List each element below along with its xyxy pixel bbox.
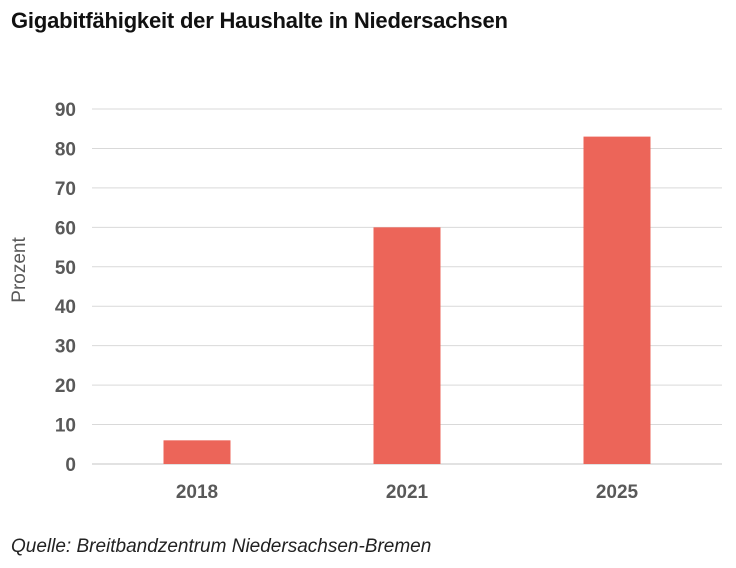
y-axis-label: Prozent [9,237,30,303]
y-tick-label: 0 [65,455,76,476]
y-tick-label: 40 [55,297,76,318]
y-tick-label: 30 [55,337,76,358]
y-tick-label: 70 [55,179,76,200]
x-tick-label: 2021 [386,482,429,503]
y-tick-label: 10 [55,416,76,437]
y-tick-label: 90 [55,100,76,121]
x-axis-ticks: 2018 2021 2025 [176,482,639,503]
source-note: Quelle: Breitbandzentrum Niedersachsen-B… [11,536,432,557]
x-tick-label: 2018 [176,482,218,503]
y-tick-label: 20 [55,376,76,397]
y-tick-label: 50 [55,258,76,279]
bar-2018 [163,440,231,464]
bar-2025 [583,136,651,464]
chart-title: Gigabitfähigkeit der Haushalte in Nieder… [11,8,508,33]
y-tick-label: 60 [55,218,76,239]
bar-2021 [373,227,441,464]
bars [163,136,651,464]
y-tick-label: 80 [55,139,76,160]
x-tick-label: 2025 [596,482,639,503]
y-axis-ticks: 0 10 20 30 40 50 60 70 80 90 [55,100,76,476]
